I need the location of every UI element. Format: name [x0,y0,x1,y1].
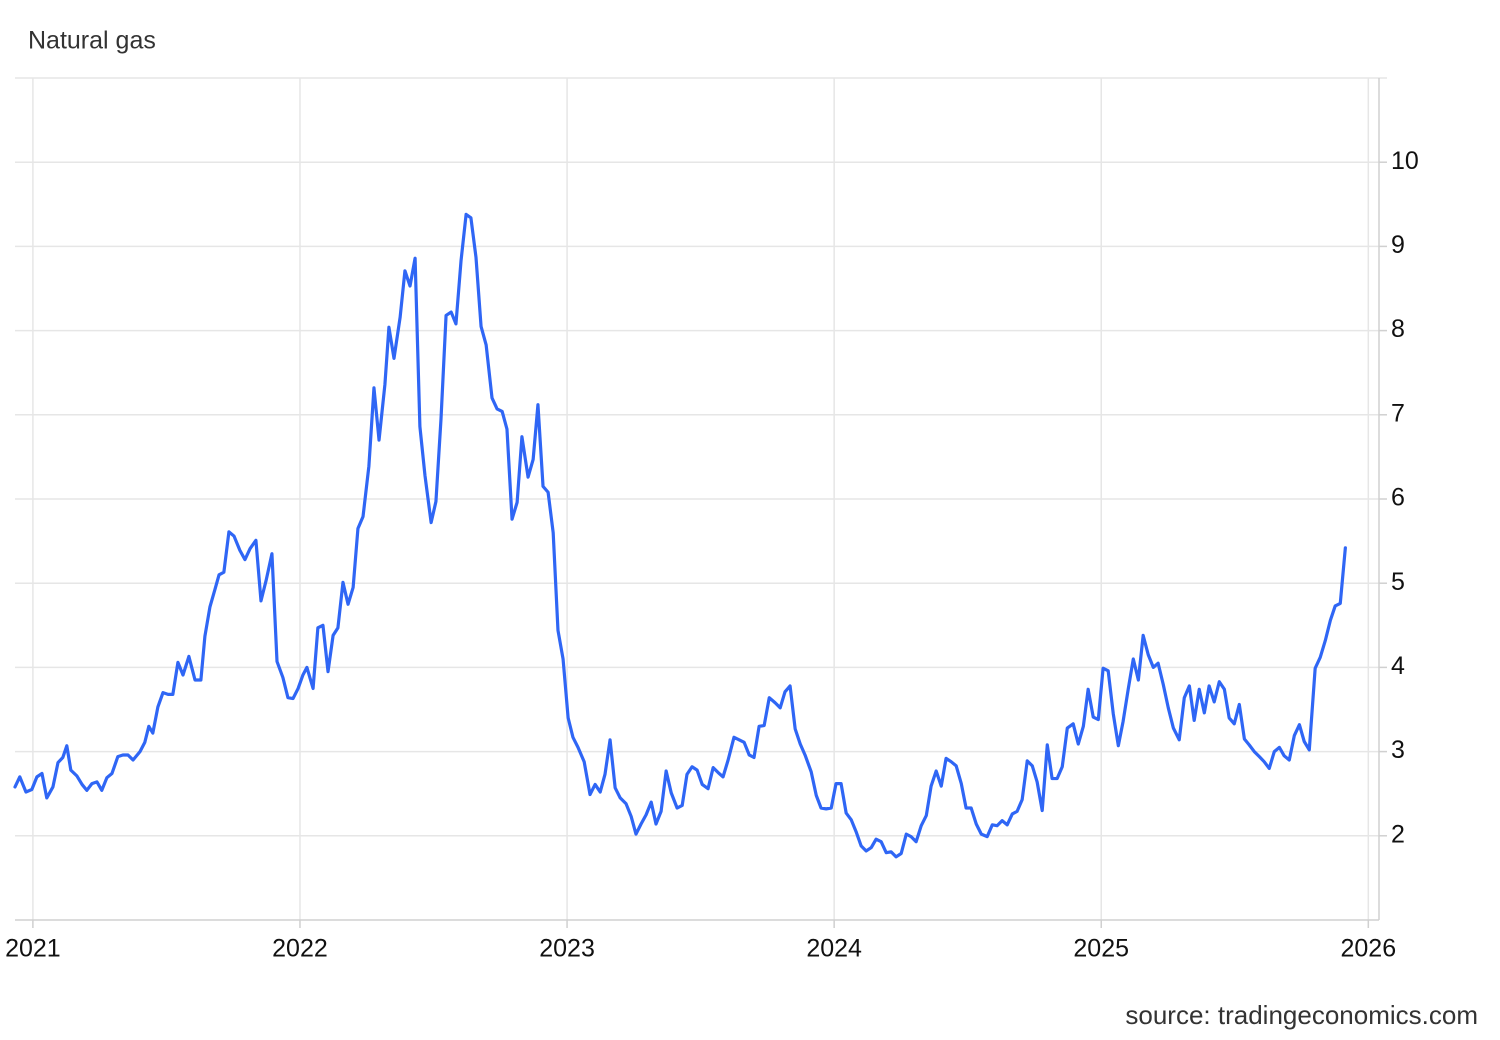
price-line [13,212,1347,859]
y-tick-label: 4 [1391,652,1405,680]
y-tick-label: 10 [1391,147,1419,175]
y-tick-label: 3 [1391,736,1405,764]
y-tick-label: 2 [1391,820,1405,848]
x-tick-label: 2026 [1341,935,1397,963]
y-tick-label: 7 [1391,399,1405,427]
source-note: source: tradingeconomics.com [1125,1000,1478,1030]
x-tick-label: 2022 [272,935,328,963]
y-tick-label: 8 [1391,315,1405,343]
y-tick-label: 6 [1391,484,1405,512]
x-tick-label: 2023 [539,935,595,963]
x-tick-label: 2024 [806,935,862,963]
x-tick-label: 2025 [1073,935,1129,963]
y-tick-label: 9 [1391,231,1405,259]
x-tick-label: 2021 [5,935,61,963]
y-tick-label: 5 [1391,568,1405,596]
chart-title: Natural gas [28,27,156,55]
